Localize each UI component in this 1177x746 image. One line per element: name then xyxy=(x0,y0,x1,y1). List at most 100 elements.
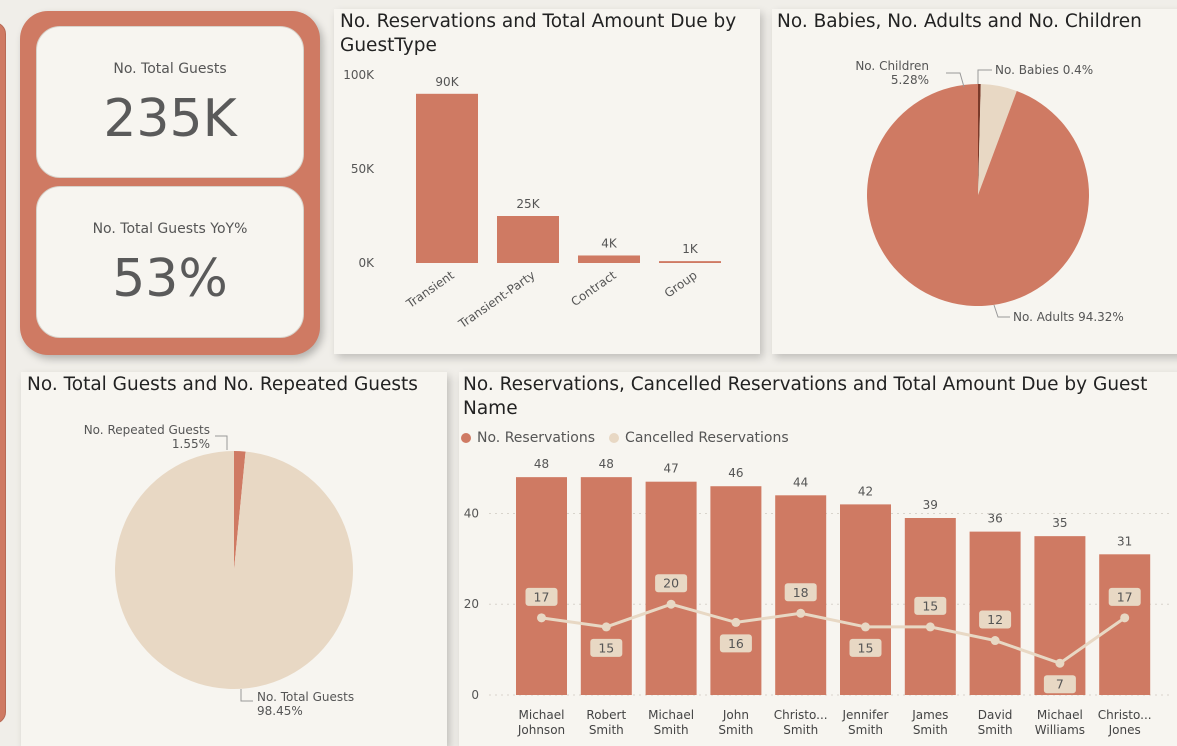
legend-label[interactable]: Cancelled Reservations xyxy=(625,430,789,446)
leader-line xyxy=(993,304,1010,318)
x-tick-label: Johnson xyxy=(517,723,565,737)
line-point xyxy=(796,608,806,618)
panel-total-vs-repeated[interactable]: No. Total Guests and No. Repeated Guests… xyxy=(21,372,447,746)
data-label: 46 xyxy=(728,466,743,480)
kpi-value: 235K xyxy=(103,89,237,149)
line-point xyxy=(990,636,1000,646)
panel-guest-name[interactable]: No. Reservations, Cancelled Reservations… xyxy=(459,372,1177,746)
data-label: 4K xyxy=(601,236,618,250)
data-label-box xyxy=(655,574,688,593)
leader-line xyxy=(215,435,228,450)
leader-line xyxy=(977,69,992,84)
bar xyxy=(578,255,640,263)
line-point xyxy=(537,613,546,623)
x-tick-label: Williams xyxy=(1035,723,1085,737)
y-tick-label: 0 xyxy=(471,688,479,702)
panel-guest-type[interactable]: No. Reservations and Total Amount Due by… xyxy=(334,9,760,354)
x-tick-label: Smith xyxy=(848,723,883,737)
y-tick-label: 50K xyxy=(351,162,375,176)
legend-swatch-reservations xyxy=(461,433,471,443)
panel-title: No. Reservations, Cancelled Reservations… xyxy=(463,374,1148,419)
y-tick-label: 0K xyxy=(358,256,375,270)
y-tick-label: 20 xyxy=(464,597,479,611)
bar xyxy=(710,486,762,695)
data-label: 18 xyxy=(793,585,809,600)
data-label: 47 xyxy=(663,462,678,476)
data-label-box xyxy=(914,596,947,615)
x-tick-label: Smith xyxy=(589,723,624,737)
line-point xyxy=(666,599,676,609)
pie-slice xyxy=(114,451,353,689)
pie-pct: 5.28% xyxy=(891,73,929,87)
line-point xyxy=(731,617,741,627)
leader-line xyxy=(946,72,965,88)
bar xyxy=(659,261,721,263)
data-label: 12 xyxy=(987,612,1003,627)
pie-label: No. Adults 94.32% xyxy=(1013,310,1124,324)
data-label: 42 xyxy=(858,484,873,498)
y-tick-label: 100K xyxy=(343,68,375,82)
x-tick-label: Transient-Party xyxy=(455,268,537,332)
data-label: 44 xyxy=(793,475,808,489)
data-label: 35 xyxy=(1052,516,1067,530)
pie-label: No. Total Guests xyxy=(257,690,354,704)
bar xyxy=(497,216,559,263)
data-label-box xyxy=(979,610,1012,629)
legend-label[interactable]: No. Reservations xyxy=(477,430,596,446)
x-tick-label: James xyxy=(911,708,948,722)
line-point xyxy=(1055,658,1065,668)
data-label: 20 xyxy=(663,576,679,591)
kpi-label: No. Total Guests YoY% xyxy=(92,221,248,237)
pie-pct: 98.45% xyxy=(257,704,303,718)
data-label-box xyxy=(525,587,558,606)
x-tick-label: Smith xyxy=(718,723,753,737)
x-tick-label: Transient xyxy=(403,268,457,312)
data-label-box xyxy=(1043,675,1076,694)
data-label: 17 xyxy=(1117,589,1133,604)
data-label: 90K xyxy=(435,75,459,89)
data-label-box xyxy=(590,638,623,657)
pie-slice xyxy=(867,84,1089,306)
data-label: 31 xyxy=(1117,534,1132,548)
pie-label: No. Repeated Guests xyxy=(84,423,210,437)
kpi-group: No. Total Guests 235K No. Total Guests Y… xyxy=(20,11,320,355)
line-point xyxy=(601,622,611,632)
guest-name-chart[interactable]: 0204048MichaelJohnson48RobertSmith47Mich… xyxy=(459,372,1177,746)
data-label: 15 xyxy=(598,640,614,655)
line-point xyxy=(861,622,870,632)
bar xyxy=(1099,554,1151,695)
bar xyxy=(580,477,632,695)
data-label: 17 xyxy=(534,589,550,604)
bar xyxy=(516,477,567,695)
data-label-box xyxy=(1108,587,1141,606)
panel-babies-adults-children[interactable]: No. Babies, No. Adults and No. Children … xyxy=(772,9,1177,354)
panel-title: No. Babies, No. Adults and No. Children xyxy=(777,11,1142,32)
data-label: 48 xyxy=(534,457,549,471)
x-tick-label: Christo... xyxy=(774,708,828,722)
data-label: 25K xyxy=(516,197,540,211)
data-label-box xyxy=(784,583,817,602)
x-tick-label: Smith xyxy=(783,723,818,737)
leader-line xyxy=(240,689,253,702)
x-tick-label: Christo... xyxy=(1098,708,1152,722)
pie-label: No. Babies 0.4% xyxy=(995,63,1093,77)
left-nav-strip xyxy=(0,22,6,724)
guest-type-chart[interactable]: 0K 50K 100K 90K Transient 25K Transient-Party 4… xyxy=(334,9,760,354)
x-tick-label: Jennifer xyxy=(841,708,888,722)
x-tick-label: Smith xyxy=(913,723,948,737)
line-point xyxy=(1120,613,1130,623)
panel-title: No. Total Guests and No. Repeated Guests xyxy=(27,374,418,395)
data-label: 7 xyxy=(1056,677,1064,692)
bar xyxy=(416,93,478,263)
chart-legend: No. Reservations Cancelled Reservations xyxy=(461,430,789,446)
x-tick-label: Contract xyxy=(568,268,619,309)
data-label: 16 xyxy=(728,636,744,651)
data-label: 36 xyxy=(987,512,1002,526)
data-label: 39 xyxy=(923,498,938,512)
x-tick-label: Michael xyxy=(648,708,694,722)
data-label: 1K xyxy=(682,242,699,256)
x-tick-label: David xyxy=(978,708,1013,722)
data-label-box xyxy=(719,634,752,653)
